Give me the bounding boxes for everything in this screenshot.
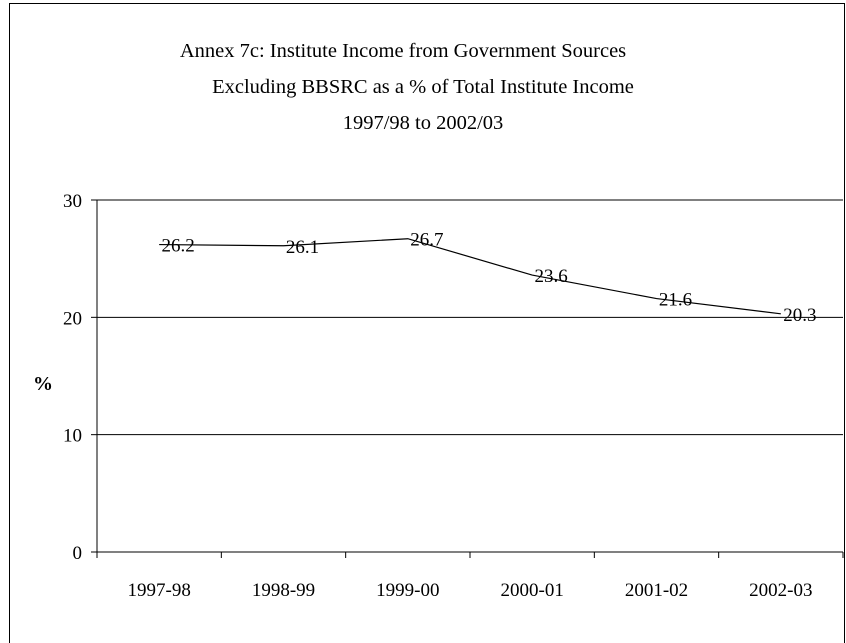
y-tick-label: 0 <box>73 543 83 564</box>
x-tick-label: 1998-99 <box>252 580 315 601</box>
y-tick-label: 20 <box>63 308 82 329</box>
data-label: 20.3 <box>783 305 816 326</box>
y-tick-label: 10 <box>63 426 82 447</box>
y-axis-label: % <box>33 373 53 395</box>
data-label: 26.1 <box>286 237 319 258</box>
x-tick-label: 1999-00 <box>376 580 439 601</box>
data-label: 26.7 <box>410 230 443 251</box>
y-tick-label: 30 <box>63 191 82 212</box>
x-tick-label: 1997-98 <box>128 580 191 601</box>
data-label: 23.6 <box>535 266 568 287</box>
line-chart: % 0 10 20 30 1997-98 1998-99 1999-00 2000-01 200… <box>0 0 846 623</box>
x-tick-label: 2000-01 <box>501 580 564 601</box>
x-tick-label: 2002-03 <box>749 580 812 601</box>
data-label: 26.2 <box>162 236 195 257</box>
x-tick-label: 2001-02 <box>625 580 688 601</box>
data-label: 21.6 <box>659 290 692 311</box>
